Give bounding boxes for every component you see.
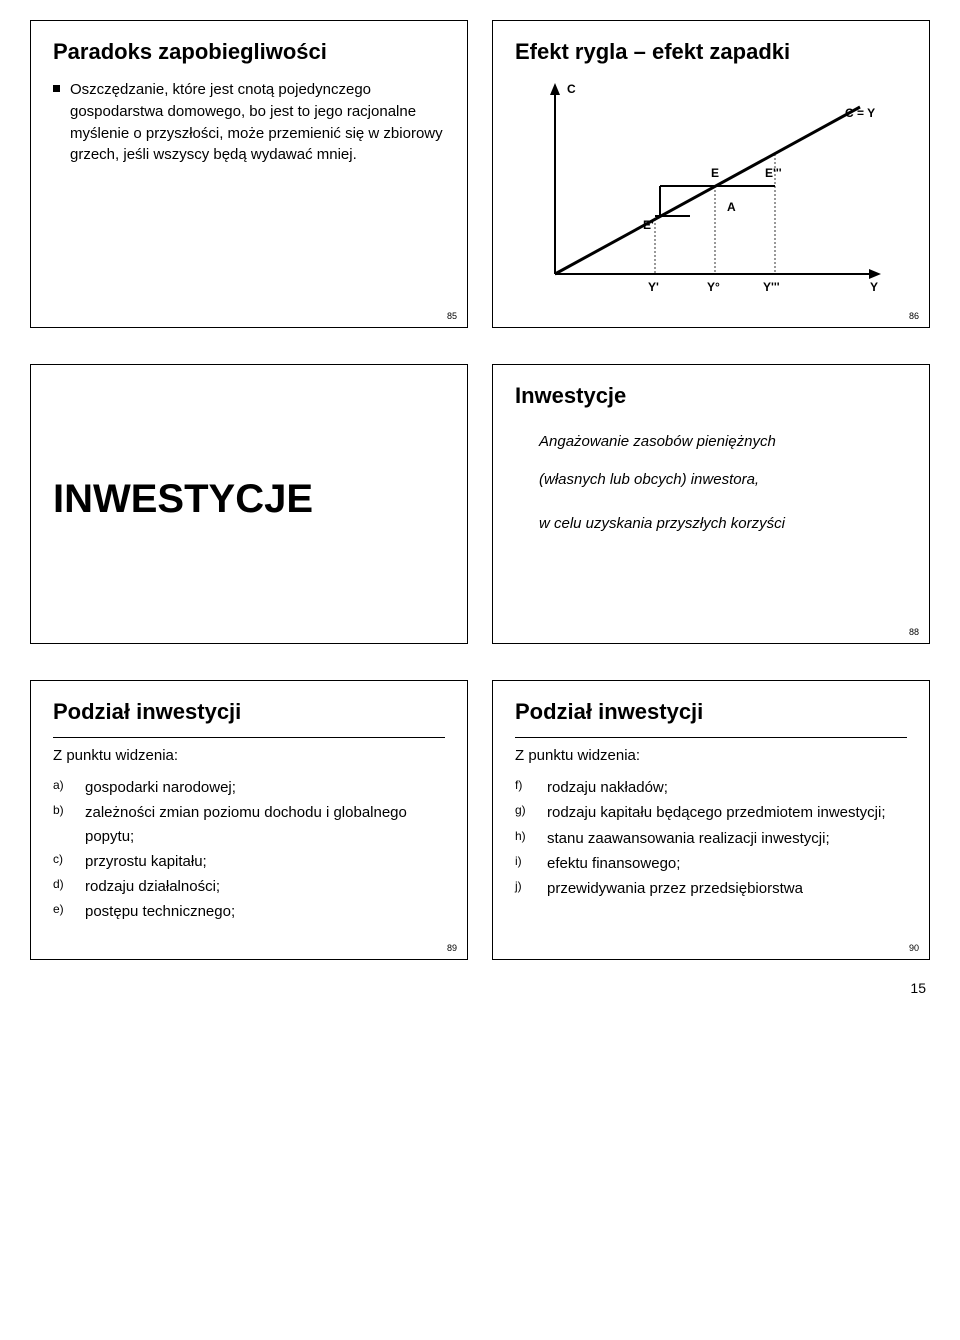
list-item: d)rodzaju działalności;: [53, 875, 445, 898]
label-E-triple: E''': [765, 166, 782, 180]
list-item: a)gospodarki narodowej;: [53, 776, 445, 799]
slide-number: 90: [909, 943, 919, 953]
y-axis-label: C: [567, 82, 576, 96]
divider: [53, 737, 445, 738]
handout-page-number: 15: [30, 980, 926, 996]
definition-line: Angażowanie zasobów pieniężnych: [539, 431, 907, 453]
slide-number: 89: [447, 943, 457, 953]
slide-89: Podział inwestycji Z punktu widzenia: a)…: [30, 680, 468, 960]
xtick-3: Y''': [763, 280, 780, 294]
bullet-item: Oszczędzanie, które jest cnotą pojedyncz…: [53, 79, 445, 166]
ratchet-chart: E' E E''' A C C = Y Y' Y° Y''' Y: [515, 79, 895, 299]
slide-85: Paradoks zapobiegliwości Oszczędzanie, k…: [30, 20, 468, 328]
slide-88: Inwestycje Angażowanie zasobów pieniężny…: [492, 364, 930, 644]
slide-row-3: Podział inwestycji Z punktu widzenia: a)…: [30, 680, 930, 960]
line-label: C = Y: [845, 106, 875, 120]
chart-svg: E' E E''' A C C = Y Y' Y° Y''' Y: [515, 79, 895, 299]
slide-title: Podział inwestycji: [53, 699, 445, 725]
slide-title: Inwestycje: [515, 383, 907, 409]
slide-90: Podział inwestycji Z punktu widzenia: f)…: [492, 680, 930, 960]
xtick-2: Y°: [707, 280, 720, 294]
list-item: b)zależności zmian poziomu dochodu i glo…: [53, 801, 445, 848]
slide-87: INWESTYCJE: [30, 364, 468, 644]
list-item: e)postępu technicznego;: [53, 900, 445, 923]
label-E-prime: E': [643, 218, 654, 232]
list-item: j)przewidywania przez przedsiębiorstwa: [515, 877, 907, 900]
list-item: h)stanu zaawansowania realizacji inwesty…: [515, 827, 907, 850]
list-item: g)rodzaju kapitału będącego przedmiotem …: [515, 801, 907, 824]
sub-heading: Z punktu widzenia:: [515, 747, 907, 764]
slide-86: Efekt rygla – efekt zapadki: [492, 20, 930, 328]
square-bullet-icon: [53, 85, 60, 92]
body-text: Oszczędzanie, które jest cnotą pojedyncz…: [70, 79, 445, 166]
slide-title: Efekt rygla – efekt zapadki: [515, 39, 907, 65]
slide-number: 88: [909, 627, 919, 637]
slide-title: Podział inwestycji: [515, 699, 907, 725]
slide-row-1: Paradoks zapobiegliwości Oszczędzanie, k…: [30, 20, 930, 328]
slide-title: Paradoks zapobiegliwości: [53, 39, 445, 65]
list-item: i)efektu finansowego;: [515, 852, 907, 875]
definition-line: w celu uzyskania przyszłych korzyści: [539, 513, 907, 535]
list-item: f)rodzaju nakładów;: [515, 776, 907, 799]
sub-heading: Z punktu widzenia:: [53, 747, 445, 764]
slide-number: 86: [909, 311, 919, 321]
definition-line: (własnych lub obcych) inwestora,: [539, 469, 907, 491]
section-title: INWESTYCJE: [53, 383, 313, 615]
slide-number: 85: [447, 311, 457, 321]
xtick-1: Y': [648, 280, 659, 294]
label-E: E: [711, 166, 719, 180]
divider: [515, 737, 907, 738]
xtick-end: Y: [870, 280, 878, 294]
list-item: c)przyrostu kapitału;: [53, 850, 445, 873]
slide-row-2: INWESTYCJE Inwestycje Angażowanie zasobó…: [30, 364, 930, 644]
criteria-list: f)rodzaju nakładów; g)rodzaju kapitału b…: [515, 776, 907, 900]
label-A: A: [727, 200, 736, 214]
criteria-list: a)gospodarki narodowej; b)zależności zmi…: [53, 776, 445, 924]
